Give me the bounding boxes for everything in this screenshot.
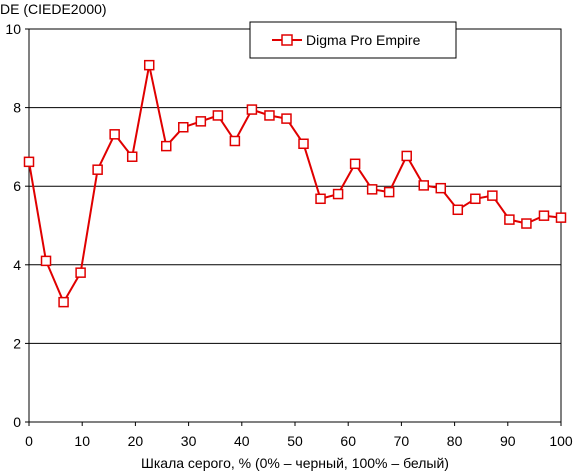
data-point	[23, 156, 35, 168]
data-point	[487, 190, 498, 201]
x-tick-label: 0	[25, 433, 33, 449]
x-tick-label: 30	[181, 433, 197, 449]
data-point	[383, 186, 395, 198]
data-point	[470, 193, 481, 205]
data-point	[40, 255, 52, 267]
data-point	[109, 129, 120, 140]
y-tick-label: 8	[13, 100, 21, 116]
data-point	[435, 182, 447, 194]
data-point	[281, 113, 292, 124]
series-line	[28, 64, 562, 304]
y-axis-ticks: 0 2 4 6 8 10	[5, 21, 29, 430]
legend: Digma Pro Empire	[249, 21, 457, 59]
y-tick-label: 6	[13, 178, 21, 194]
data-point	[538, 210, 550, 221]
x-tick-label: 40	[234, 433, 250, 449]
data-point	[332, 188, 344, 200]
legend-marker	[281, 34, 293, 46]
data-point	[349, 158, 361, 170]
y-tick-label: 0	[13, 414, 21, 430]
data-point	[298, 138, 309, 150]
x-tick-label: 100	[549, 433, 573, 449]
x-tick-label: 20	[128, 433, 144, 449]
series-layer	[23, 59, 567, 308]
data-point	[315, 193, 326, 205]
x-tick-label: 80	[447, 433, 463, 449]
data-point	[401, 150, 412, 162]
data-point	[418, 180, 429, 191]
x-tick-label: 50	[287, 433, 303, 449]
data-point	[521, 218, 532, 229]
x-tick-label: 70	[394, 433, 410, 449]
y-axis-label: DE (CIEDE2000)	[0, 1, 107, 17]
data-point	[264, 110, 275, 121]
data-point	[92, 164, 103, 175]
grid	[28, 28, 562, 423]
y-tick-label: 10	[5, 21, 21, 37]
x-tick-label: 90	[500, 433, 516, 449]
data-point	[126, 151, 138, 162]
data-point	[58, 296, 69, 308]
plot-frame	[28, 28, 562, 423]
x-tick-label: 10	[74, 433, 90, 449]
data-point	[555, 212, 567, 223]
data-point	[504, 214, 515, 225]
data-point	[195, 116, 207, 127]
data-point	[178, 122, 189, 133]
y-tick-label: 2	[13, 335, 21, 351]
data-point	[75, 267, 86, 278]
data-point	[212, 110, 224, 121]
x-axis-label: Шкала серого, % (0% – черный, 100% – бел…	[141, 455, 449, 471]
x-tick-label: 60	[340, 433, 356, 449]
data-point	[452, 204, 464, 216]
data-point	[229, 135, 241, 147]
data-point	[366, 184, 378, 195]
legend-label: Digma Pro Empire	[306, 32, 421, 48]
data-point	[246, 104, 258, 115]
data-point	[161, 140, 172, 152]
x-axis-ticks: 0 10 20 30 40 50 60 70 80 90 100	[25, 422, 573, 449]
data-point	[143, 59, 155, 71]
y-tick-label: 4	[13, 257, 21, 273]
